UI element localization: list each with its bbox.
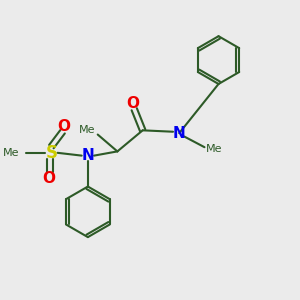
- Text: Me: Me: [206, 144, 222, 154]
- Text: S: S: [45, 144, 57, 162]
- Text: O: O: [42, 171, 55, 186]
- Text: O: O: [58, 119, 70, 134]
- Text: N: N: [82, 148, 94, 163]
- Text: N: N: [173, 126, 186, 141]
- Text: Me: Me: [78, 125, 95, 135]
- Text: O: O: [126, 96, 139, 111]
- Text: Me: Me: [2, 148, 19, 158]
